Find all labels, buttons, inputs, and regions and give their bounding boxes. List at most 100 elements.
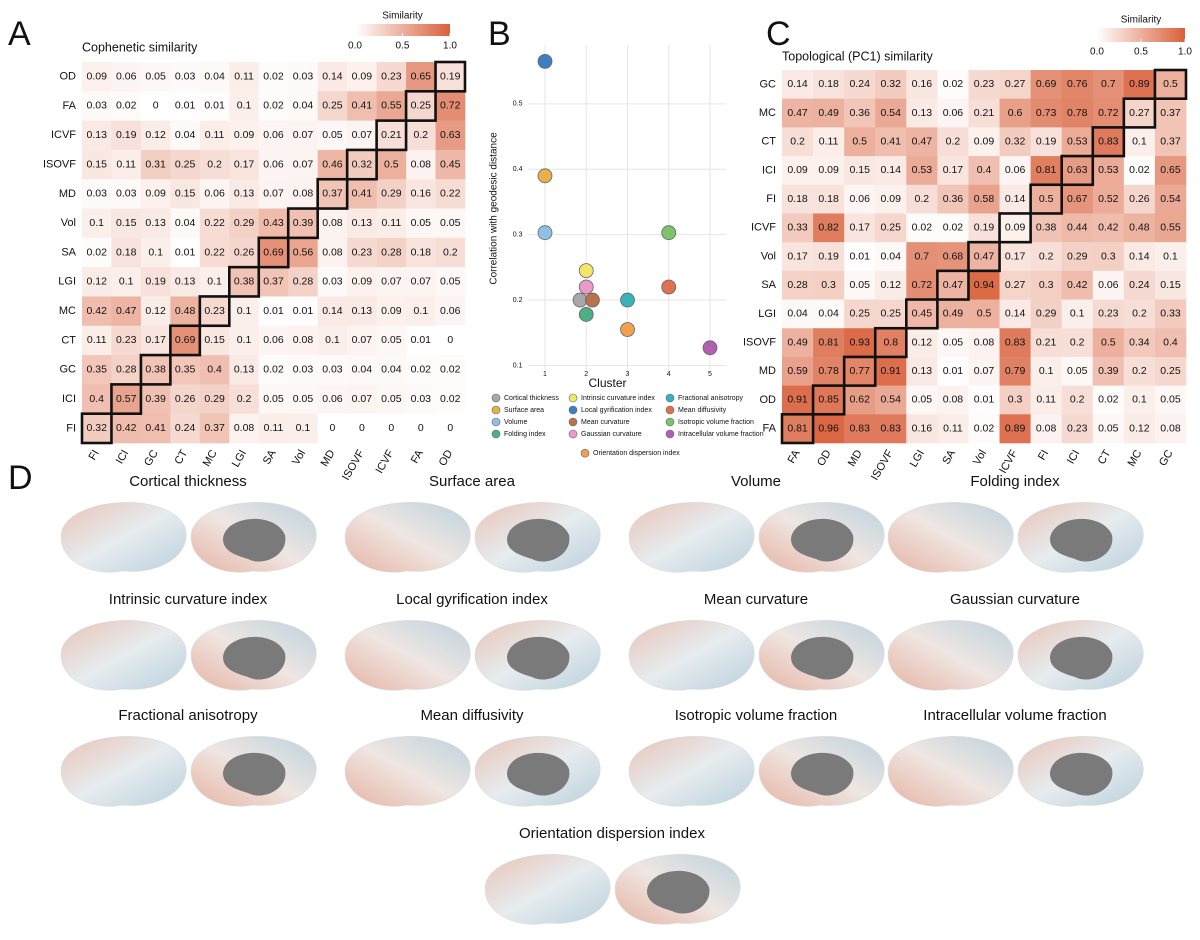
heatmap-cell xyxy=(258,179,289,209)
row-label: FA xyxy=(63,100,77,112)
column-label: ICI xyxy=(1065,448,1082,466)
cell-label: 0.1 xyxy=(237,334,252,346)
heatmap-cell xyxy=(782,328,814,358)
x-tick-label: 1 xyxy=(543,371,547,378)
heatmap-cell xyxy=(999,127,1031,157)
lateral-brain xyxy=(887,502,1014,573)
heatmap-cell xyxy=(782,270,814,300)
legend-label: Fractional anisotropy xyxy=(678,395,743,402)
heatmap-cell xyxy=(199,149,230,180)
medial-wall xyxy=(791,636,854,680)
cell-label: 0.57 xyxy=(116,393,137,405)
colorbar xyxy=(1097,28,1185,42)
heatmap-cell xyxy=(813,299,845,329)
heatmap-cell xyxy=(229,149,260,180)
heatmap-cell xyxy=(258,296,289,327)
cell-label: 0.12 xyxy=(1129,422,1150,434)
heatmap-cell xyxy=(406,325,436,356)
cell-label: 0.06 xyxy=(263,158,284,170)
heatmap-cell xyxy=(229,296,260,327)
cell-label: 0.81 xyxy=(818,336,839,348)
cell-label: 0.29 xyxy=(381,188,402,200)
cell-label: 0.21 xyxy=(1036,336,1057,348)
cell-label: 0.78 xyxy=(1067,107,1088,119)
heatmap-cell xyxy=(968,70,1000,99)
heatmap-cell xyxy=(435,267,466,297)
heatmap-cell xyxy=(999,70,1031,99)
heatmap-cell xyxy=(1030,242,1062,272)
heatmap-cell xyxy=(782,156,814,186)
heatmap-cell xyxy=(1092,356,1125,386)
heatmap-cell xyxy=(968,414,1000,444)
heatmap-cell xyxy=(906,242,938,272)
cell-label: 0.2 xyxy=(946,136,961,148)
cell-label: 0.7 xyxy=(915,250,930,262)
cell-label: 0.02 xyxy=(263,100,284,112)
heatmap-cell xyxy=(288,149,318,180)
heatmap-cell xyxy=(937,328,969,358)
heatmap-cell xyxy=(782,127,814,157)
cell-label: 0.42 xyxy=(1067,279,1088,291)
heatmap-cell xyxy=(1030,328,1062,358)
heatmap-cell xyxy=(258,325,289,356)
heatmap-cell xyxy=(317,62,348,92)
legend-swatch xyxy=(491,393,501,403)
cell-label: 0.23 xyxy=(352,246,373,258)
heatmap-cell xyxy=(347,296,377,327)
cell-label: 0.04 xyxy=(352,364,373,376)
cell-label: 0.85 xyxy=(818,394,839,406)
heatmap-cell xyxy=(937,98,969,128)
legend-swatch xyxy=(568,405,578,415)
cell-label: 0.15 xyxy=(849,164,870,176)
heatmap-cell xyxy=(199,208,230,239)
diagonal-box xyxy=(811,384,846,416)
heatmap-cell xyxy=(111,296,142,327)
diagonal-box xyxy=(404,90,437,122)
cell-label: 0.01 xyxy=(263,305,284,317)
cell-label: 0.94 xyxy=(974,279,995,291)
heatmap-cell xyxy=(140,208,171,239)
row-label: ISOVF xyxy=(43,158,76,170)
cell-label: 0.49 xyxy=(818,107,839,119)
heatmap-cell xyxy=(999,299,1031,329)
heatmap-cell xyxy=(1123,414,1156,444)
cell-label: 0.42 xyxy=(1098,222,1119,234)
heatmap-cell xyxy=(906,98,938,128)
column-label: ICI xyxy=(114,448,131,466)
legend-label: Intracellular volume fraction xyxy=(678,431,764,438)
heatmap-cell xyxy=(1061,213,1094,243)
cell-label: 0.37 xyxy=(1160,107,1181,119)
cell-label: 0.03 xyxy=(293,364,314,376)
heatmap-cell xyxy=(1154,270,1187,300)
point xyxy=(578,263,594,279)
heatmap-cell xyxy=(1030,156,1062,186)
legend-swatch xyxy=(580,448,590,458)
cell-label: 0.47 xyxy=(912,136,933,148)
heatmap-cell xyxy=(813,328,845,358)
heatmap-cell xyxy=(875,184,907,214)
medial-wall xyxy=(791,518,854,562)
cell-label: 0.77 xyxy=(849,365,870,377)
cell-label: 0.2 xyxy=(1132,365,1147,377)
legend-label: Gaussian curvature xyxy=(581,431,642,438)
heatmap-cell xyxy=(82,267,112,297)
cell-label: 0.1 xyxy=(237,100,252,112)
medial-wall xyxy=(507,752,570,796)
cell-label: 0.54 xyxy=(881,107,902,119)
cell-label: 0.09 xyxy=(381,305,402,317)
heatmap-cell xyxy=(111,179,142,209)
cell-label: 0.12 xyxy=(87,276,108,288)
heatmap-cell xyxy=(813,127,845,157)
panel-letter: B xyxy=(488,15,511,53)
cell-label: 0.13 xyxy=(234,188,255,200)
cell-label: 0.33 xyxy=(787,222,808,234)
heatmap-cell xyxy=(406,120,436,151)
diagonal-box xyxy=(434,60,467,93)
heatmap-cell xyxy=(1092,70,1125,99)
heatmap-cell xyxy=(140,62,171,92)
heatmap-cell xyxy=(317,149,348,180)
lateral-brain xyxy=(887,736,1014,807)
cell-label: 0.1 xyxy=(1132,136,1147,148)
heatmap-cell xyxy=(1030,184,1062,214)
